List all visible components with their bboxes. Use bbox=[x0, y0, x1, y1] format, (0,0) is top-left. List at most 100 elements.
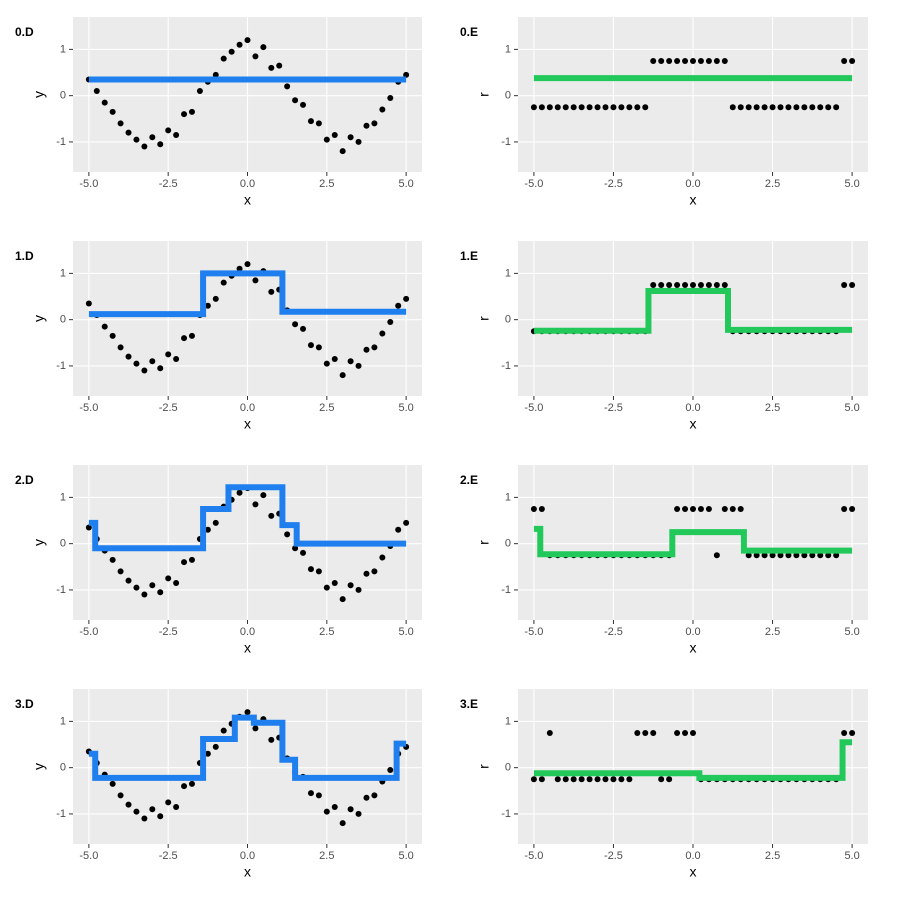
x-tick-label: 2.5 bbox=[765, 626, 780, 638]
point bbox=[658, 776, 665, 783]
point bbox=[785, 552, 792, 559]
point bbox=[674, 57, 681, 64]
x-tick-label: -5.0 bbox=[79, 850, 98, 862]
point bbox=[403, 71, 410, 78]
point bbox=[117, 792, 124, 799]
point bbox=[530, 505, 537, 512]
point bbox=[618, 776, 625, 783]
point bbox=[363, 794, 370, 801]
y-tick-label: -1 bbox=[56, 360, 66, 372]
point bbox=[125, 353, 132, 360]
point bbox=[642, 104, 649, 111]
point bbox=[801, 104, 808, 111]
point bbox=[260, 492, 267, 499]
point bbox=[117, 568, 124, 575]
point bbox=[204, 526, 211, 533]
point bbox=[761, 104, 768, 111]
point bbox=[666, 281, 673, 288]
x-axis-title: x bbox=[690, 416, 697, 432]
point bbox=[307, 118, 314, 125]
panel-label: 3.D bbox=[15, 697, 34, 711]
x-tick-label: 0.0 bbox=[240, 402, 255, 414]
point bbox=[133, 584, 140, 591]
point bbox=[371, 120, 378, 127]
point bbox=[133, 360, 140, 367]
point bbox=[634, 104, 641, 111]
point bbox=[307, 790, 314, 797]
point bbox=[841, 505, 848, 512]
point bbox=[809, 552, 816, 559]
point bbox=[173, 579, 180, 586]
point bbox=[212, 743, 219, 750]
point bbox=[284, 83, 291, 90]
point bbox=[713, 57, 720, 64]
point bbox=[339, 148, 346, 155]
point bbox=[125, 129, 132, 136]
point bbox=[658, 281, 665, 288]
x-tick-label: 0.0 bbox=[685, 626, 700, 638]
point bbox=[634, 729, 641, 736]
point bbox=[578, 104, 585, 111]
point bbox=[650, 281, 657, 288]
point bbox=[721, 281, 728, 288]
y-tick-label: 1 bbox=[505, 43, 511, 55]
point bbox=[181, 335, 188, 342]
point bbox=[141, 367, 148, 374]
point bbox=[93, 88, 100, 95]
point bbox=[697, 281, 704, 288]
point bbox=[674, 281, 681, 288]
point bbox=[260, 44, 267, 51]
point bbox=[849, 57, 856, 64]
point bbox=[618, 104, 625, 111]
point bbox=[705, 57, 712, 64]
point bbox=[307, 566, 314, 573]
point bbox=[363, 346, 370, 353]
point bbox=[109, 780, 116, 787]
point bbox=[650, 729, 657, 736]
panel-label: 1.E bbox=[460, 249, 478, 263]
point bbox=[276, 62, 283, 69]
x-tick-label: 5.0 bbox=[398, 850, 413, 862]
y-tick-label: 1 bbox=[505, 491, 511, 503]
x-tick-label: 5.0 bbox=[398, 626, 413, 638]
point bbox=[315, 344, 322, 351]
point bbox=[125, 801, 132, 808]
point bbox=[173, 131, 180, 138]
point bbox=[331, 803, 338, 810]
point bbox=[753, 104, 760, 111]
y-tick-label: -1 bbox=[501, 808, 511, 820]
point bbox=[331, 355, 338, 362]
x-tick-label: 2.5 bbox=[765, 402, 780, 414]
point bbox=[387, 94, 394, 101]
y-tick-label: 0 bbox=[60, 538, 66, 550]
point bbox=[347, 582, 354, 589]
point bbox=[252, 53, 259, 60]
x-tick-label: -5.0 bbox=[79, 178, 98, 190]
point bbox=[339, 596, 346, 603]
point bbox=[546, 104, 553, 111]
point bbox=[387, 318, 394, 325]
point bbox=[626, 104, 633, 111]
x-axis-title: x bbox=[244, 416, 251, 432]
y-tick-label: 0 bbox=[505, 538, 511, 550]
point bbox=[157, 589, 164, 596]
point bbox=[379, 330, 386, 337]
x-tick-label: -2.5 bbox=[159, 626, 178, 638]
x-tick-label: 0.0 bbox=[240, 178, 255, 190]
point bbox=[204, 302, 211, 309]
point bbox=[578, 776, 585, 783]
point bbox=[769, 104, 776, 111]
point bbox=[554, 776, 561, 783]
point bbox=[244, 37, 251, 44]
point bbox=[737, 505, 744, 512]
point bbox=[658, 57, 665, 64]
point bbox=[149, 134, 156, 141]
point bbox=[841, 281, 848, 288]
x-axis-title: x bbox=[244, 640, 251, 656]
point bbox=[594, 776, 601, 783]
point bbox=[165, 799, 172, 806]
point bbox=[292, 97, 299, 104]
point bbox=[570, 776, 577, 783]
point bbox=[101, 99, 108, 106]
point bbox=[793, 552, 800, 559]
